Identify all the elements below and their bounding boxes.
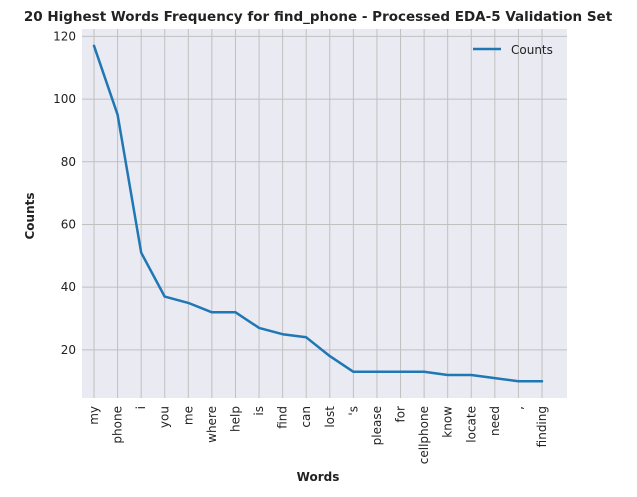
x-tick-label: can — [299, 406, 313, 428]
x-tick-label: 's — [346, 406, 360, 416]
y-tick-label: 80 — [61, 155, 76, 169]
grid-lines — [82, 29, 567, 398]
x-tick-label: lost — [323, 406, 337, 428]
plot-background — [82, 29, 567, 398]
x-tick-label: please — [370, 406, 384, 445]
x-tick-label: for — [394, 406, 408, 423]
x-tick-label: phone — [111, 406, 125, 444]
x-tick-label: need — [488, 406, 502, 436]
y-axis-ticks: 20 40 60 80 100 120 — [53, 29, 76, 357]
y-tick-label: 20 — [61, 343, 76, 357]
chart-title: 20 Highest Words Frequency for find_phon… — [24, 9, 613, 25]
x-tick-label: , — [511, 406, 525, 410]
x-axis-label: Words — [297, 470, 340, 484]
x-tick-label: my — [87, 406, 101, 425]
x-tick-label: where — [205, 406, 219, 443]
x-tick-label: cellphone — [417, 406, 431, 464]
x-tick-label: is — [252, 406, 266, 416]
series-line-counts — [92, 44, 544, 383]
x-axis-ticks: my phone i you me where help is find can lost 's ple… — [87, 406, 549, 464]
x-tick-label: i — [134, 406, 148, 409]
x-tick-label: help — [228, 406, 242, 432]
y-axis-label: Counts — [23, 192, 37, 239]
legend-entry-counts: Counts — [511, 43, 553, 57]
y-tick-label: 60 — [61, 217, 76, 231]
x-tick-label: me — [181, 406, 195, 425]
y-tick-label: 40 — [61, 280, 76, 294]
x-tick-label: know — [441, 406, 455, 438]
legend: Counts — [473, 43, 553, 57]
y-tick-label: 120 — [53, 29, 76, 43]
x-tick-label: locate — [464, 406, 478, 443]
y-tick-label: 100 — [53, 92, 76, 106]
x-tick-label: finding — [535, 406, 549, 447]
series-layer — [92, 44, 544, 383]
x-tick-label: find — [276, 406, 290, 429]
x-tick-label: you — [158, 406, 172, 428]
